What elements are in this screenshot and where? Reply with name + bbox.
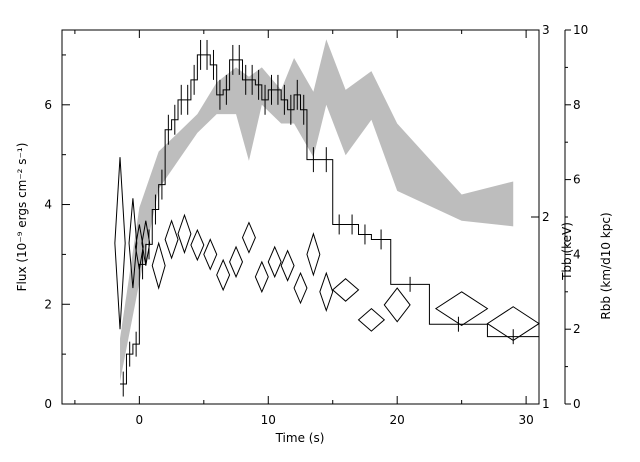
right2-tick-label: 10 (573, 23, 588, 37)
radius-diamond (128, 198, 138, 289)
flux-histogram-line (120, 54, 539, 385)
radius-diamond (203, 238, 218, 271)
left-tick-label: 2 (44, 297, 52, 311)
radius-diamond (134, 224, 144, 270)
radius-diamond (151, 241, 166, 290)
right2-tick-label: 0 (573, 397, 581, 411)
left-tick-label: 0 (44, 397, 52, 411)
radius-diamond (383, 287, 411, 323)
right2-tick-label: 2 (573, 322, 581, 336)
right1-tick-label: 3 (542, 23, 550, 37)
radius-diamond (319, 271, 334, 313)
radius-diamond (241, 221, 256, 254)
radius-diamond (216, 258, 231, 292)
radius-diamond (434, 291, 489, 327)
radius-diamond-layer (114, 157, 540, 342)
radius-diamond (177, 213, 192, 255)
flux-histogram-layer (120, 39, 539, 397)
radius-diamond (357, 307, 386, 332)
radius-diamond (293, 271, 308, 305)
radius-diamond (254, 260, 269, 294)
left-axis-label: Flux (10⁻⁹ ergs cm⁻² s⁻¹) (15, 143, 29, 292)
right1-axis-label: Tbb (keV) (560, 222, 574, 281)
radius-diamond (229, 245, 244, 279)
right2-axis-label: Rbb (km/d10 kpc) (599, 212, 613, 319)
radius-diamond (267, 245, 282, 279)
radius-diamond (486, 306, 540, 342)
radius-diamond (164, 219, 179, 260)
right2-tick-label: 6 (573, 173, 581, 187)
x-tick-label: 20 (390, 413, 405, 427)
radius-diamond (280, 249, 295, 282)
radius-diamond (306, 232, 321, 277)
x-tick-label: 30 (518, 413, 533, 427)
radius-diamond (114, 157, 126, 330)
x-axis-label: Time (s) (275, 431, 325, 445)
right2-tick-label: 8 (573, 98, 581, 112)
right1-tick-label: 2 (542, 210, 550, 224)
radius-diamond (190, 228, 205, 262)
left-tick-label: 6 (44, 98, 52, 112)
left-tick-label: 4 (44, 198, 52, 212)
x-tick-label: 0 (136, 413, 144, 427)
radius-diamond (331, 278, 360, 302)
x-tick-label: 10 (261, 413, 276, 427)
right2-tick-label: 4 (573, 247, 581, 261)
radius-diamond (141, 220, 151, 266)
temperature-band-layer (120, 39, 514, 382)
right1-tick-label: 1 (542, 397, 550, 411)
temperature-band (120, 39, 514, 382)
